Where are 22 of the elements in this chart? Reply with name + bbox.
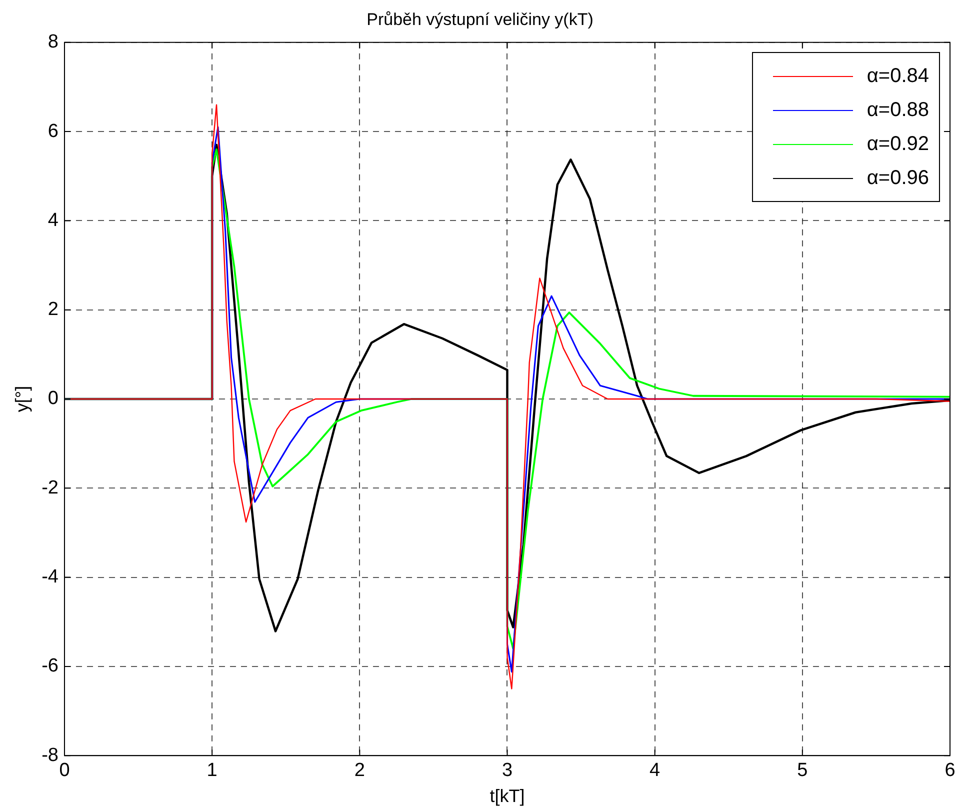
y-tick-label: -6	[42, 656, 58, 677]
chart-title: Průběh výstupní veličiny y(kT)	[366, 10, 594, 29]
y-tick-label: 0	[48, 388, 58, 410]
y-tick-label: 8	[48, 32, 58, 53]
y-tick-label: -2	[42, 477, 58, 498]
y-tick-label: 6	[48, 120, 58, 142]
legend-label: α=0.84	[866, 64, 929, 88]
y-axis-title: y[°]	[12, 386, 32, 412]
legend-label: α=0.92	[866, 132, 929, 156]
x-tick-label: 1	[206, 760, 218, 782]
y-tick-label: -8	[42, 744, 58, 766]
y-tick-label: -4	[42, 566, 59, 588]
y-tick-label: 4	[48, 210, 59, 231]
legend-label: α=0.96	[866, 166, 929, 190]
legend-label: α=0.88	[866, 98, 929, 122]
x-tick-label: 6	[944, 760, 956, 782]
y-tick-label: 2	[48, 299, 58, 320]
x-tick-label: 2	[354, 760, 365, 782]
x-tick-label: 3	[502, 760, 513, 782]
x-tick-label: 5	[797, 760, 808, 782]
x-tick-label: 4	[650, 760, 661, 782]
x-axis-title: t[kT]	[490, 786, 525, 806]
